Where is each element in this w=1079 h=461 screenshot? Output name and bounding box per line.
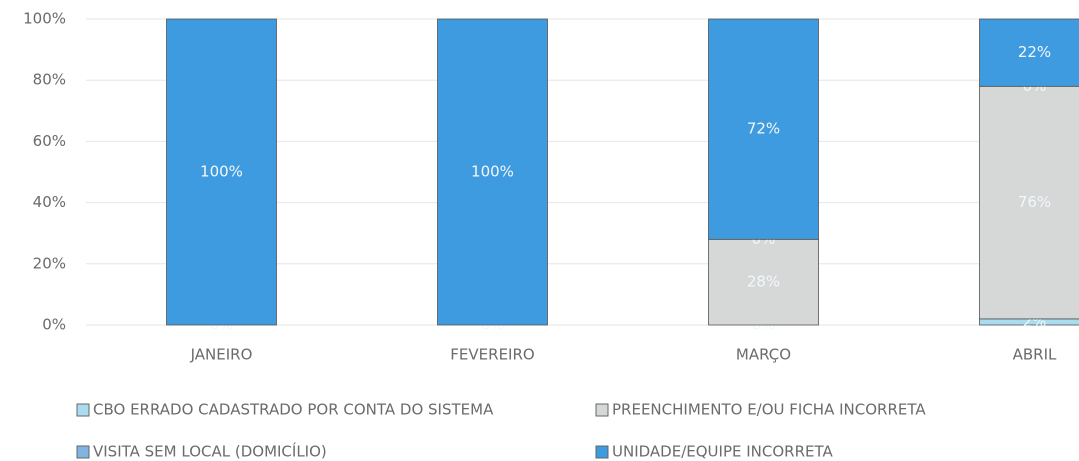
legend-swatch bbox=[595, 403, 609, 417]
data-label: 76% bbox=[1018, 193, 1051, 211]
bar-segment bbox=[708, 238, 819, 326]
bar-segment bbox=[979, 18, 1079, 87]
bar-segment bbox=[708, 18, 819, 240]
bar-segment bbox=[979, 85, 1079, 320]
bar-segment bbox=[437, 18, 548, 326]
y-tick-label: 60% bbox=[33, 132, 66, 150]
x-tick-label: JANEIRO bbox=[190, 346, 253, 364]
data-label: 22% bbox=[1018, 43, 1051, 61]
y-tick-label: 0% bbox=[42, 316, 66, 334]
data-label: 28% bbox=[747, 273, 780, 291]
y-tick-label: 40% bbox=[33, 193, 66, 211]
x-tick-label: FEVEREIRO bbox=[450, 346, 534, 364]
data-label: 100% bbox=[471, 163, 514, 181]
x-tick-label: ABRIL bbox=[1013, 346, 1057, 364]
legend-label: UNIDADE/EQUIPE INCORRETA bbox=[612, 443, 833, 461]
y-tick-label: 80% bbox=[33, 71, 66, 89]
legend-label: CBO ERRADO CADASTRADO POR CONTA DO SISTE… bbox=[93, 401, 494, 419]
x-tick-label: MARÇO bbox=[736, 346, 791, 364]
data-label: 100% bbox=[200, 163, 243, 181]
legend-swatch bbox=[595, 445, 609, 459]
bar-segment bbox=[166, 18, 277, 326]
legend-label: VISITA SEM LOCAL (DOMICÍLIO) bbox=[93, 442, 327, 461]
legend-label: PREENCHIMENTO E/OU FICHA INCORRETA bbox=[612, 401, 926, 419]
y-tick-label: 20% bbox=[33, 254, 66, 272]
legend-swatch bbox=[76, 445, 90, 459]
legend-swatch bbox=[76, 403, 90, 417]
y-tick-label: 100% bbox=[23, 10, 66, 28]
data-label: 72% bbox=[747, 120, 780, 138]
